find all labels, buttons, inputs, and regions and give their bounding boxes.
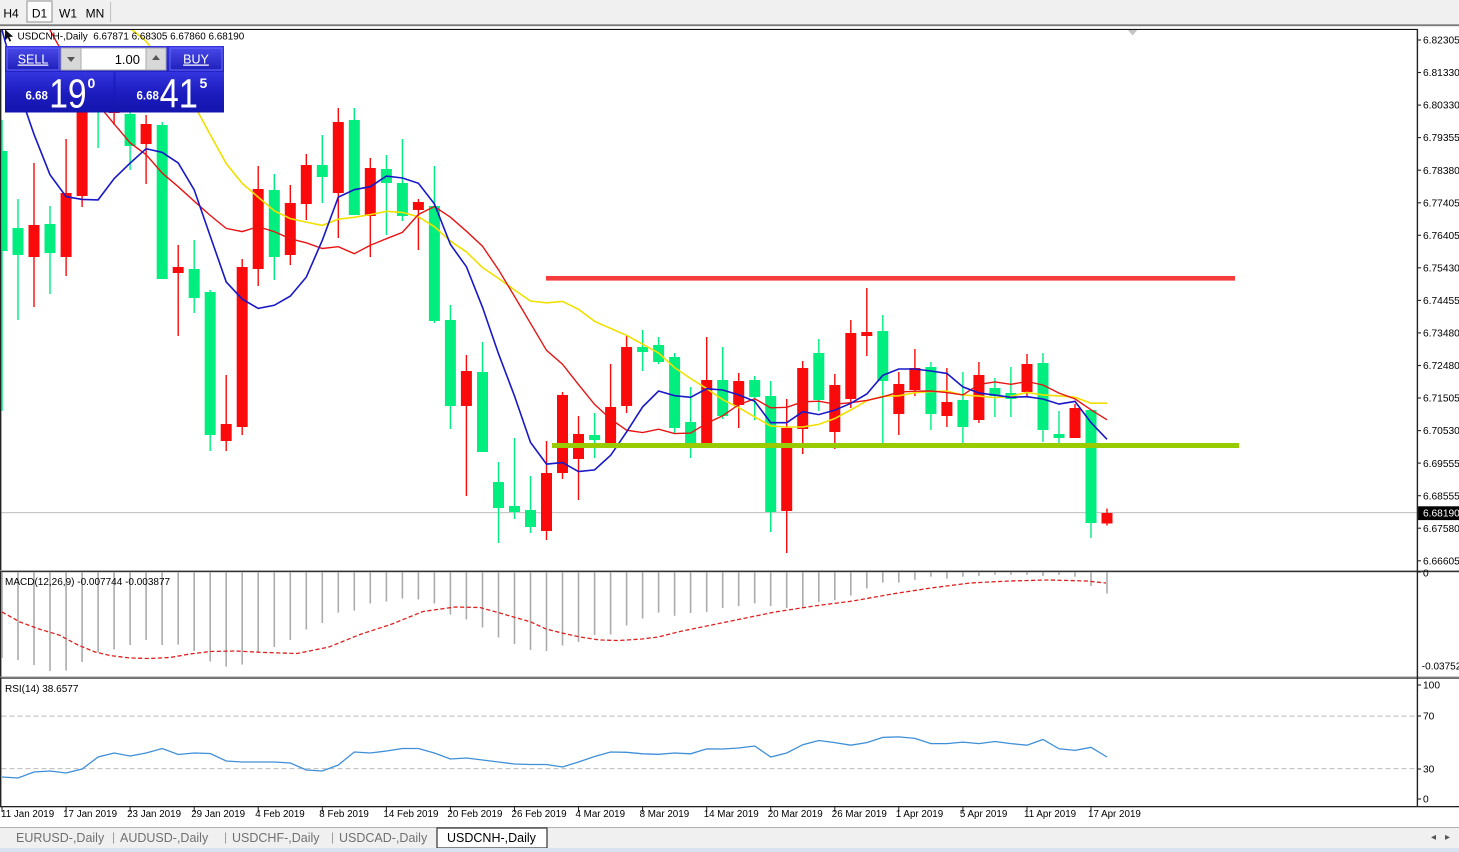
svg-text:8 Mar 2019: 8 Mar 2019 — [640, 809, 690, 820]
svg-text:AUDUSD-,Daily: AUDUSD-,Daily — [120, 831, 209, 845]
svg-text:6.72480: 6.72480 — [1423, 361, 1459, 372]
svg-text:1.00: 1.00 — [115, 52, 140, 67]
svg-text:4 Feb 2019: 4 Feb 2019 — [255, 809, 305, 820]
svg-text:26 Mar 2019: 26 Mar 2019 — [832, 809, 887, 820]
svg-text:USDCHF-,Daily: USDCHF-,Daily — [232, 831, 320, 845]
svg-text:6.69555: 6.69555 — [1423, 459, 1459, 470]
svg-text:6.68: 6.68 — [137, 91, 160, 103]
svg-text:USDCNH-,Daily 6.67871 6.68305: USDCNH-,Daily 6.67871 6.68305 6.67860 6.… — [18, 32, 245, 43]
svg-text:41: 41 — [160, 72, 198, 117]
svg-text:0: 0 — [1423, 569, 1429, 580]
svg-text:|: | — [224, 830, 227, 844]
svg-text:6.78380: 6.78380 — [1423, 166, 1459, 177]
svg-text:6.68: 6.68 — [26, 91, 49, 103]
svg-text:0: 0 — [88, 75, 96, 91]
svg-text:6.75430: 6.75430 — [1423, 263, 1459, 274]
svg-text:17 Apr 2019: 17 Apr 2019 — [1088, 809, 1141, 820]
svg-text:6.76405: 6.76405 — [1423, 231, 1459, 242]
svg-text:MACD(12,26,9) -0.007744 -0.003: MACD(12,26,9) -0.007744 -0.003877 — [5, 577, 171, 588]
svg-text:USDCAD-,Daily: USDCAD-,Daily — [339, 831, 428, 845]
svg-text:11 Apr 2019: 11 Apr 2019 — [1024, 809, 1076, 820]
svg-text:14 Feb 2019: 14 Feb 2019 — [383, 809, 438, 820]
svg-text:17 Jan 2019: 17 Jan 2019 — [63, 809, 117, 820]
svg-text:RSI(14) 38.6577: RSI(14) 38.6577 — [5, 684, 79, 695]
svg-text:USDCNH-,Daily: USDCNH-,Daily — [447, 831, 537, 845]
svg-text:100: 100 — [1423, 681, 1440, 692]
svg-text:6.67580: 6.67580 — [1423, 524, 1459, 535]
svg-text:6.66605: 6.66605 — [1423, 556, 1459, 567]
svg-text:19: 19 — [49, 70, 86, 116]
svg-text:6.73480: 6.73480 — [1423, 329, 1459, 340]
svg-text:20 Mar 2019: 20 Mar 2019 — [768, 809, 823, 820]
svg-text:6.82305: 6.82305 — [1423, 36, 1459, 47]
svg-text:D1: D1 — [32, 7, 48, 21]
svg-text:▸: ▸ — [1445, 832, 1450, 843]
svg-text:6.71505: 6.71505 — [1423, 394, 1459, 405]
svg-text:BUY: BUY — [183, 53, 209, 67]
svg-text:EURUSD-,Daily: EURUSD-,Daily — [16, 831, 105, 845]
svg-text:5: 5 — [200, 75, 208, 91]
svg-text:|: | — [112, 830, 115, 844]
svg-text:70: 70 — [1423, 712, 1435, 723]
svg-text:29 Jan 2019: 29 Jan 2019 — [191, 809, 245, 820]
svg-text:26 Feb 2019: 26 Feb 2019 — [512, 809, 567, 820]
svg-text:11 Jan 2019: 11 Jan 2019 — [1, 809, 54, 820]
svg-text:6.68555: 6.68555 — [1423, 491, 1459, 502]
svg-text:SELL: SELL — [18, 53, 49, 67]
svg-text:1 Apr 2019: 1 Apr 2019 — [896, 809, 943, 820]
svg-text:6.79355: 6.79355 — [1423, 133, 1459, 144]
svg-text:W1: W1 — [59, 7, 77, 21]
svg-text:|: | — [331, 830, 334, 844]
svg-text:14 Mar 2019: 14 Mar 2019 — [704, 809, 759, 820]
svg-text:6.68190: 6.68190 — [1423, 508, 1459, 519]
svg-text:6.70530: 6.70530 — [1423, 426, 1459, 437]
svg-text:4 Mar 2019: 4 Mar 2019 — [576, 809, 626, 820]
svg-text:6.81330: 6.81330 — [1423, 68, 1459, 79]
svg-text:H4: H4 — [3, 7, 19, 21]
svg-text:5 Apr 2019: 5 Apr 2019 — [960, 809, 1007, 820]
svg-text:30: 30 — [1423, 765, 1435, 776]
svg-text:6.74455: 6.74455 — [1423, 296, 1459, 307]
svg-text:23 Jan 2019: 23 Jan 2019 — [127, 809, 181, 820]
svg-text:◂: ◂ — [1431, 832, 1436, 843]
svg-text:-0.03752: -0.03752 — [1422, 662, 1459, 673]
svg-text:MN: MN — [86, 7, 105, 21]
svg-text:6.77405: 6.77405 — [1423, 198, 1459, 209]
svg-text:20 Feb 2019: 20 Feb 2019 — [447, 809, 502, 820]
svg-text:8 Feb 2019: 8 Feb 2019 — [319, 809, 369, 820]
svg-text:6.80330: 6.80330 — [1423, 101, 1459, 112]
svg-text:0: 0 — [1423, 795, 1429, 806]
